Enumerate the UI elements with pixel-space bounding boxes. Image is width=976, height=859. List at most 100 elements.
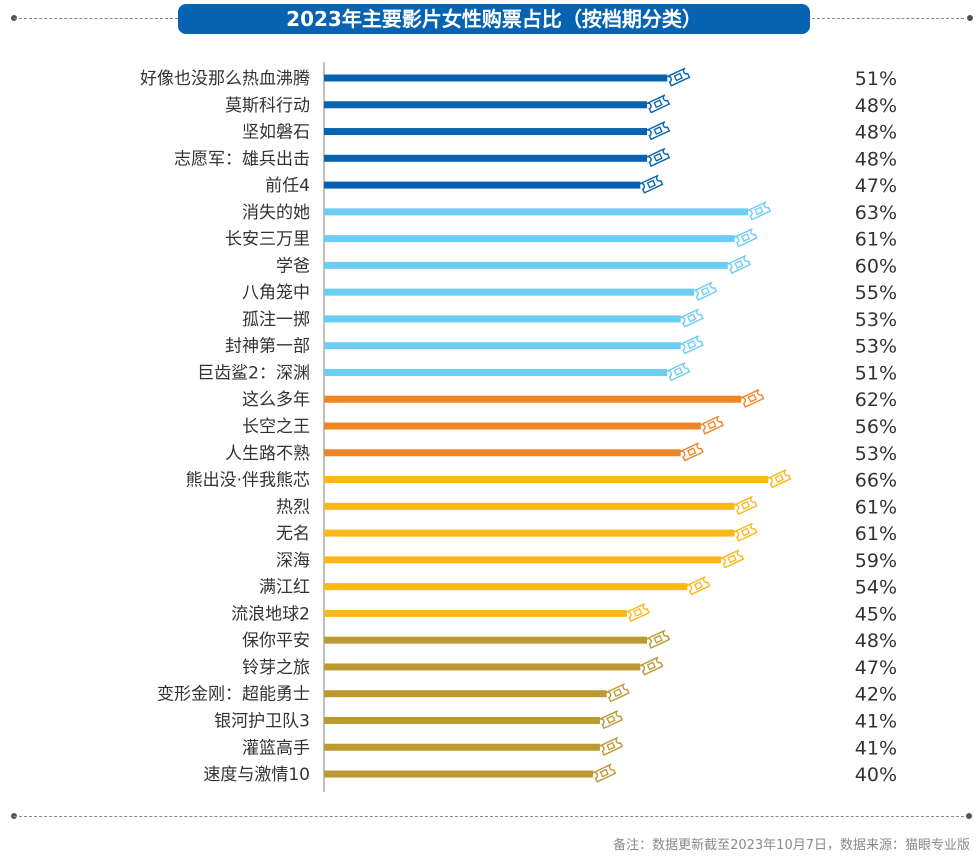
- value-label: 51%: [855, 362, 897, 384]
- category-label: 这么多年: [242, 390, 310, 410]
- category-label: 八角笼中: [242, 283, 310, 303]
- value-label: 61%: [855, 229, 897, 251]
- bar: [324, 743, 600, 751]
- category-label: 铃芽之旅: [242, 658, 310, 678]
- bar-row: 灌篮高手 41%: [242, 736, 897, 759]
- bar: [324, 315, 681, 323]
- category-label: 消失的她: [242, 203, 310, 223]
- value-label: 53%: [855, 336, 897, 358]
- bar: [324, 235, 735, 243]
- category-label: 速度与激情10: [203, 765, 310, 785]
- category-label: 学爸: [276, 256, 310, 276]
- value-label: 48%: [855, 122, 897, 144]
- value-label: 48%: [855, 148, 897, 170]
- bar-row: 速度与激情10 40%: [203, 763, 897, 786]
- bar-row: 满江红 54%: [259, 576, 897, 599]
- bar: [324, 181, 641, 189]
- bar-row: 人生路不熟 53%: [225, 442, 897, 465]
- category-label: 流浪地球2: [231, 604, 310, 624]
- category-label: 巨齿鲨2：深渊: [197, 363, 310, 383]
- ticket-icon: [646, 94, 671, 114]
- bar: [324, 449, 681, 457]
- title-bar: 2023年主要影片女性购票占比（按档期分类）: [0, 0, 976, 40]
- bar: [324, 395, 742, 403]
- ticket-icon: [639, 174, 664, 194]
- bar: [324, 690, 607, 698]
- bar-row: 变形金刚：超能勇士 42%: [157, 683, 897, 706]
- value-label: 45%: [855, 603, 897, 625]
- value-label: 62%: [855, 389, 897, 411]
- value-label: 47%: [855, 175, 897, 197]
- bar-row: 长空之王 56%: [242, 415, 897, 438]
- ticket-icon: [727, 254, 751, 275]
- value-label: 42%: [855, 684, 897, 706]
- bar-row: 前任4 47%: [265, 174, 897, 197]
- category-label: 满江红: [259, 578, 310, 598]
- category-label: 熊出没·伴我熊芯: [186, 471, 310, 491]
- ticket-icon: [606, 683, 630, 703]
- ticket-icon: [599, 710, 624, 730]
- bar: [324, 502, 735, 510]
- category-label: 前任4: [265, 176, 310, 196]
- ticket-icon: [592, 763, 617, 783]
- bar: [324, 476, 769, 484]
- bar: [324, 636, 648, 644]
- bar-row: 流浪地球2 45%: [231, 603, 897, 625]
- bar-row: 无名 61%: [276, 522, 897, 545]
- ticket-icon: [734, 228, 758, 248]
- category-label: 保你平安: [242, 631, 310, 651]
- ticket-icon: [720, 549, 745, 569]
- value-label: 48%: [855, 630, 897, 652]
- value-label: 55%: [855, 282, 897, 304]
- bar-row: 保你平安 48%: [242, 629, 897, 652]
- ticket-icon: [747, 201, 772, 221]
- bottom-dashed-line: [14, 816, 964, 817]
- category-label: 莫斯科行动: [225, 96, 310, 116]
- value-label: 47%: [855, 657, 897, 679]
- bar-row: 长安三万里 61%: [225, 228, 897, 251]
- bar-row: 熊出没·伴我熊芯 66%: [186, 469, 897, 492]
- ticket-icon: [680, 442, 704, 462]
- category-label: 长空之王: [242, 417, 310, 437]
- ticket-icon: [646, 147, 671, 167]
- bar: [324, 529, 735, 537]
- ticket-icon: [666, 362, 691, 382]
- category-label: 人生路不熟: [225, 443, 310, 464]
- bar: [324, 288, 695, 296]
- bar: [324, 154, 648, 162]
- bar: [324, 74, 668, 82]
- title-right-dot: [967, 15, 973, 21]
- bar-row: 学爸 60%: [276, 254, 897, 277]
- value-label: 60%: [855, 255, 897, 277]
- bar: [324, 663, 641, 671]
- category-label: 孤注一掷: [242, 310, 310, 330]
- ticket-icon: [686, 576, 711, 596]
- ticket-icon: [734, 495, 758, 516]
- title-right-dashed-line: [812, 18, 964, 19]
- footnote: 备注：数据更新截至2023年10月7日，数据来源：猫眼专业版: [613, 838, 970, 853]
- ticket-icon: [693, 281, 718, 301]
- bar-row: 封神第一部 53%: [225, 335, 897, 358]
- bar-row: 这么多年 62%: [242, 388, 897, 411]
- value-label: 61%: [855, 496, 897, 518]
- bar: [324, 101, 648, 109]
- ticket-icon: [680, 335, 704, 355]
- bar-row: 莫斯科行动 48%: [225, 94, 897, 117]
- value-label: 48%: [855, 95, 897, 117]
- value-label: 40%: [855, 764, 897, 786]
- bottom-right-dot: [966, 813, 972, 819]
- category-label: 深海: [276, 551, 310, 571]
- bar-row: 深海 59%: [276, 549, 897, 572]
- ticket-icon: [666, 67, 691, 87]
- ticket-icon: [646, 121, 671, 141]
- category-label: 封神第一部: [225, 337, 310, 357]
- ticket-icon: [680, 308, 704, 328]
- ticket-icon: [639, 656, 664, 676]
- value-label: 54%: [855, 577, 897, 599]
- value-label: 56%: [855, 416, 897, 438]
- category-label: 坚如磐石: [242, 123, 310, 143]
- bar: [324, 128, 648, 136]
- bar: [324, 583, 688, 591]
- category-label: 银河护卫队3: [214, 711, 310, 731]
- value-label: 41%: [855, 710, 897, 732]
